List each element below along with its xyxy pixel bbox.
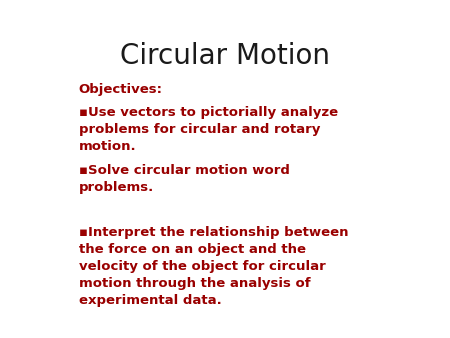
Text: Objectives:: Objectives: [79,83,163,96]
Text: ▪Interpret the relationship between
the force on an object and the
velocity of t: ▪Interpret the relationship between the … [79,226,348,308]
Text: ▪Solve circular motion word
problems.: ▪Solve circular motion word problems. [79,164,290,194]
Text: Circular Motion: Circular Motion [120,42,330,70]
Text: ▪Use vectors to pictorially analyze
problems for circular and rotary
motion.: ▪Use vectors to pictorially analyze prob… [79,106,338,153]
